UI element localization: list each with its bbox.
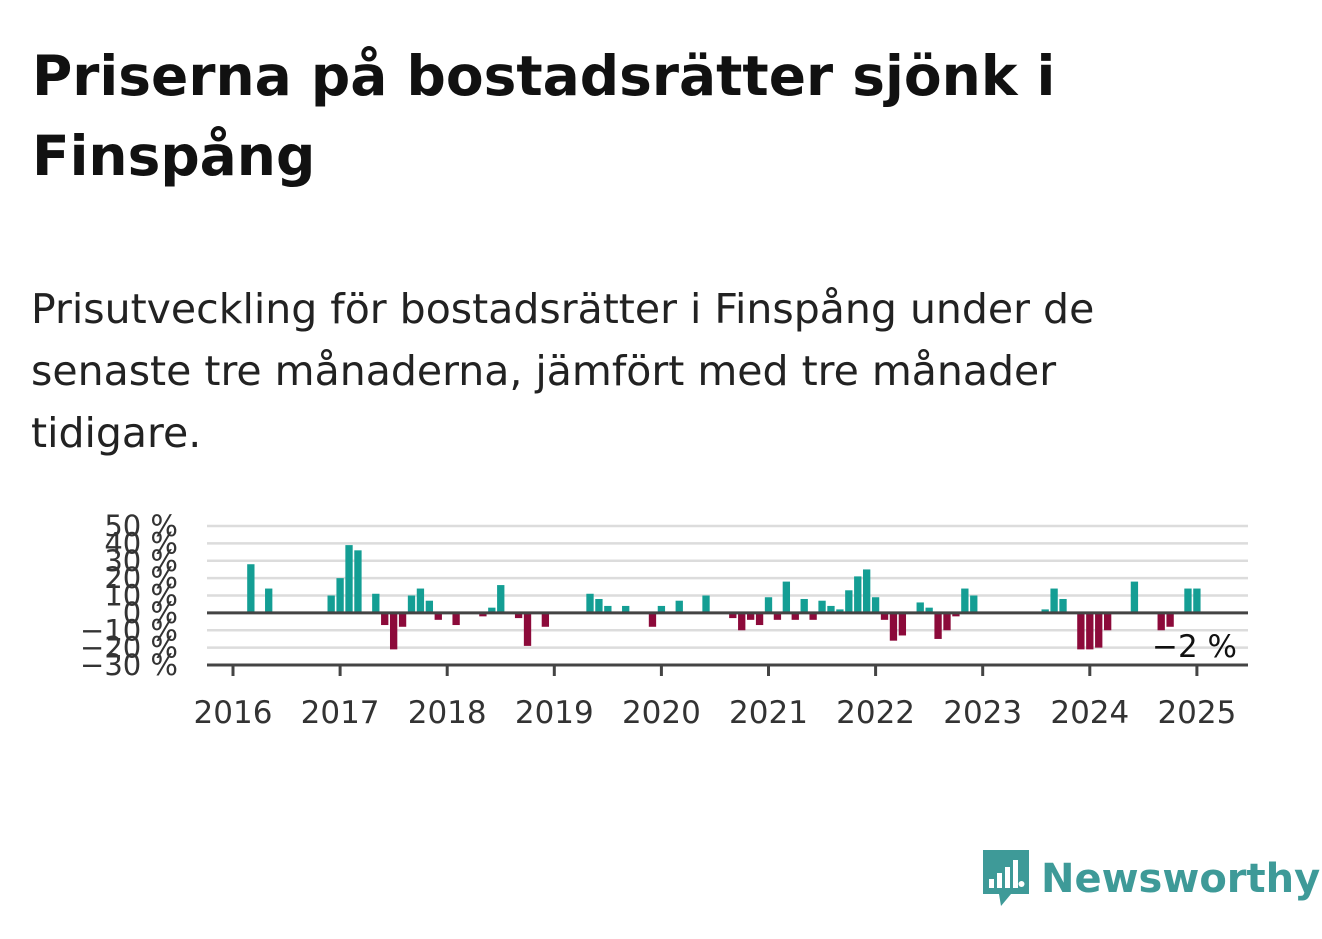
bar [934,612,942,639]
bar [604,605,612,613]
x-tick-label: 2016 [194,695,273,731]
bar [773,612,782,620]
brand-logo: Newsworthy [981,848,1320,910]
brand-name: Newsworthy [1041,856,1321,902]
bar [265,588,273,613]
x-tick-label: 2022 [836,695,915,731]
x-tick-label: 2018 [408,695,487,731]
y-tick-label: −10 % [80,613,178,647]
bar [961,588,969,613]
page-title: Priserna på bostadsrätter sjönk i Finspå… [32,44,1056,188]
bar [327,595,335,613]
y-tick-label: −20 % [80,631,178,665]
bar [818,600,826,613]
bar [372,593,380,613]
bar [425,600,434,613]
x-tick-label: 2017 [301,695,380,731]
bar [247,564,255,613]
bar [863,569,871,613]
bar [827,605,835,613]
y-tick-label: −30 % [80,648,178,682]
y-tick-label: 50 % [104,509,178,543]
bar [800,598,808,613]
bar [880,612,889,620]
y-tick-label: 40 % [104,526,178,560]
bar [1193,588,1201,613]
bar [702,595,710,613]
bar [1166,612,1174,627]
bar [845,590,853,613]
bar [1157,612,1165,631]
bar [729,612,737,619]
bar [434,612,442,620]
y-tick-label: 30 % [104,544,178,578]
bar [416,588,425,613]
bar [1184,588,1192,613]
newsworthy-logo-icon [983,850,1029,906]
bar [354,550,362,613]
x-tick-label: 2021 [729,695,808,731]
y-tick-label: 10 % [104,579,178,613]
x-tick-label: 2023 [943,695,1022,731]
bar [809,612,817,620]
bar [479,612,487,617]
bar [952,612,960,617]
bar [898,612,907,636]
bar [1086,612,1094,650]
bar [389,612,398,650]
bar [1095,612,1103,648]
bar [854,576,862,613]
bar [541,612,550,627]
bar [398,612,407,627]
bar [836,609,844,613]
bar [675,600,683,613]
bar [523,612,532,646]
bar [764,597,773,613]
page-subtitle: Prisutveckling för bostadsrätter i Finsp… [31,285,1095,457]
bar [648,612,657,627]
bar-chart: 50 %40 %30 %20 %10 %0 %−10 %−20 %−30 % 2… [80,509,1248,731]
bar [514,612,523,619]
bar [381,612,389,626]
last-value-label: −2 % [1152,629,1237,665]
bar [889,612,898,641]
axis-layer [207,611,1248,667]
x-tick-label: 2024 [1050,695,1129,731]
bar [916,602,924,613]
bar [1050,588,1058,613]
bar [1077,612,1085,650]
bar [657,605,666,613]
x-tick-label: 2020 [622,695,701,731]
bar [497,585,505,613]
grid-layer [207,524,1248,649]
bar [782,581,791,613]
bar [407,595,416,613]
bar [345,545,353,613]
bar-layer [247,545,1201,650]
bar [943,612,951,631]
bar [871,597,880,613]
bar [755,612,764,626]
y-axis-ticks: 50 %40 %30 %20 %10 %0 %−10 %−20 %−30 % [80,509,178,682]
y-tick-label: 20 % [104,561,178,595]
x-tick-label: 2025 [1157,695,1236,731]
bar [488,607,496,613]
y-tick-label: 0 % [123,596,178,630]
bar [1041,609,1049,613]
bar [738,612,746,631]
x-axis-ticks: 2016 2017 2018 2019 2020 2021 2022 2023 2024 2025 [194,665,1236,731]
bar [586,593,594,613]
bar [1059,598,1067,613]
bar [791,612,799,620]
bar [746,612,755,620]
bar [1130,581,1139,613]
bar [452,612,460,626]
bar [970,595,978,613]
bar [336,578,344,613]
x-tick-label: 2019 [515,695,594,731]
bar [595,598,603,613]
bar [622,605,630,613]
bar [1103,612,1112,631]
bar [925,607,933,613]
